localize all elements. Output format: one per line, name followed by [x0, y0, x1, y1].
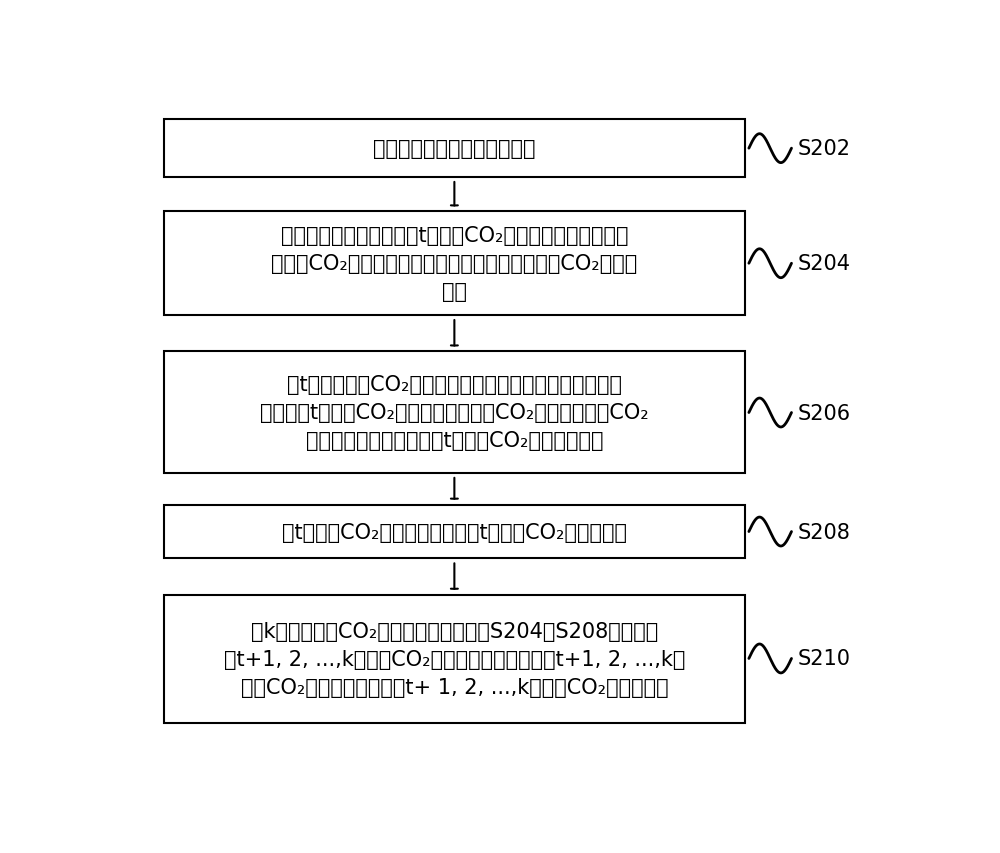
Text: S206: S206 [798, 403, 851, 423]
FancyBboxPatch shape [164, 505, 745, 559]
Text: S208: S208 [798, 522, 851, 542]
Text: 根据陆地生物圈模型确定t时刻的CO₂通量预报值，通过观测
算子将CO₂通量预报值映射到观测空间，得到目标CO₂通量预
报值: 根据陆地生物圈模型确定t时刻的CO₂通量预报值，通过观测 算子将CO₂通量预报值… [271, 226, 638, 302]
FancyBboxPatch shape [164, 120, 745, 178]
Text: S202: S202 [798, 139, 851, 159]
Text: S204: S204 [798, 254, 851, 274]
FancyBboxPatch shape [164, 212, 745, 316]
Text: S210: S210 [798, 648, 851, 669]
Text: 确定陆地生物圈模型的初始场: 确定陆地生物圈模型的初始场 [373, 139, 536, 159]
Text: 以t时刻的天基CO₂通量数据为观测数据，基于数据同化算
法，根据t时刻的CO₂通量预报值和观测CO₂通量数据计算CO₂
通量同化分析值，及确定t时刻的CO₂通量: 以t时刻的天基CO₂通量数据为观测数据，基于数据同化算 法，根据t时刻的CO₂通… [260, 374, 649, 450]
Text: 以t时刻的CO₂通量最优估计替换t时刻的CO₂通量预报值: 以t时刻的CO₂通量最优估计替换t时刻的CO₂通量预报值 [282, 522, 627, 542]
Text: 在k个存在天基CO₂通量数据的时刻执行S204至S208，分别得
到t+1, 2, ...,k时刻的CO₂通量最优估计，以及将t+1, 2, ...,k时
刻的: 在k个存在天基CO₂通量数据的时刻执行S204至S208，分别得 到t+1, 2… [224, 621, 685, 697]
FancyBboxPatch shape [164, 352, 745, 473]
FancyBboxPatch shape [164, 595, 745, 723]
